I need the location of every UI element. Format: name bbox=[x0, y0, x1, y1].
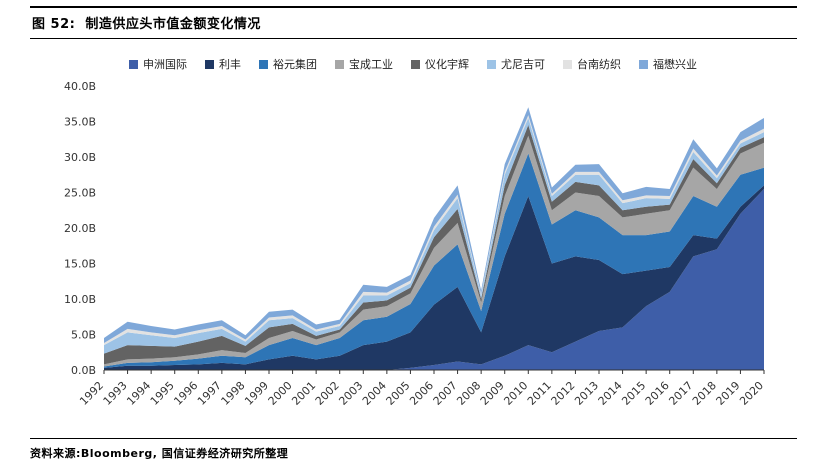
x-axis-tick-label: 1999 bbox=[242, 379, 271, 408]
legend-item: 台南纺织 bbox=[563, 56, 621, 72]
figure-header: 图 52: 制造供应头市值金额变化情况 bbox=[30, 6, 797, 39]
area-series-尤尼吉可 bbox=[104, 117, 764, 354]
x-axis-tick-label: 2000 bbox=[266, 379, 295, 408]
y-axis-tick-label: 25.0B bbox=[64, 187, 96, 200]
x-axis-tick-label: 2003 bbox=[336, 379, 365, 408]
legend-label: 福懋兴业 bbox=[653, 58, 697, 71]
x-axis-tick-label: 2011 bbox=[525, 379, 554, 408]
area-series-宝成工业 bbox=[104, 135, 764, 367]
x-axis-tick-label: 1993 bbox=[101, 379, 130, 408]
area-series-福懋兴业 bbox=[104, 107, 764, 344]
x-axis-tick-label: 2001 bbox=[289, 379, 318, 408]
x-axis-tick-label: 2007 bbox=[431, 379, 460, 408]
chart-legend: 申洲国际 利丰 裕元集团 宝成工业 仪化宇辉 尤尼吉可 台南纺织 福懋兴业 bbox=[38, 56, 788, 72]
figure-label: 图 52: bbox=[32, 17, 76, 32]
figure-footer: 资料来源:Bloomberg, 国信证券经济研究所整理 bbox=[30, 438, 797, 461]
legend-swatch bbox=[129, 59, 138, 69]
x-axis-tick-label: 1992 bbox=[77, 379, 106, 408]
x-axis-tick-label: 1995 bbox=[148, 379, 177, 408]
x-axis-tick-label: 1997 bbox=[195, 379, 224, 408]
x-axis-tick-label: 1994 bbox=[124, 379, 153, 408]
y-axis-tick-label: 35.0B bbox=[64, 116, 96, 129]
x-axis-tick-label: 2020 bbox=[737, 379, 766, 408]
x-axis-tick-label: 2017 bbox=[666, 379, 695, 408]
x-axis-tick-label: 2004 bbox=[360, 379, 389, 408]
x-axis-tick-label: 2005 bbox=[384, 379, 413, 408]
area-series-仪化宇辉 bbox=[104, 125, 764, 365]
area-series-利丰 bbox=[104, 185, 764, 370]
y-axis-tick-label: 10.0B bbox=[64, 293, 96, 306]
x-axis-tick-label: 1998 bbox=[219, 379, 248, 408]
legend-swatch bbox=[259, 59, 268, 69]
legend-label: 台南纺织 bbox=[577, 58, 621, 71]
legend-label: 宝成工业 bbox=[349, 58, 393, 71]
x-axis-tick-label: 2018 bbox=[690, 379, 719, 408]
x-axis-tick-label: 2012 bbox=[549, 379, 578, 408]
legend-label: 利丰 bbox=[219, 58, 241, 71]
legend-swatch bbox=[205, 59, 214, 69]
y-axis-tick-label: 15.0B bbox=[64, 258, 96, 271]
figure-title-row: 图 52: 制造供应头市值金额变化情况 bbox=[30, 8, 797, 38]
legend-item: 宝成工业 bbox=[335, 56, 393, 72]
legend-item: 福懋兴业 bbox=[639, 56, 697, 72]
legend-label: 仪化宇辉 bbox=[425, 58, 469, 71]
x-axis-tick-label: 2006 bbox=[407, 379, 436, 408]
legend-label: 申洲国际 bbox=[143, 58, 187, 71]
legend-item: 仪化宇辉 bbox=[411, 56, 469, 72]
y-axis-tick-label: 40.0B bbox=[64, 80, 96, 93]
x-axis-tick-label: 2008 bbox=[454, 379, 483, 408]
x-axis-tick-label: 2009 bbox=[478, 379, 507, 408]
y-axis-tick-label: 0.0B bbox=[71, 364, 96, 377]
legend-swatch bbox=[563, 59, 572, 69]
legend-item: 申洲国际 bbox=[129, 56, 187, 72]
x-axis-tick-label: 2019 bbox=[714, 379, 743, 408]
legend-swatch bbox=[639, 59, 648, 69]
figure-title: 制造供应头市值金额变化情况 bbox=[85, 17, 261, 32]
x-axis-tick-label: 1996 bbox=[171, 379, 200, 408]
legend-item: 利丰 bbox=[205, 56, 241, 72]
legend-label: 尤尼吉可 bbox=[501, 58, 545, 71]
area-series-台南纺织 bbox=[104, 115, 764, 346]
area-series-申洲国际 bbox=[104, 188, 764, 370]
legend-swatch bbox=[487, 59, 496, 69]
x-axis-tick-label: 2016 bbox=[643, 379, 672, 408]
chart: 申洲国际 利丰 裕元集团 宝成工业 仪化宇辉 尤尼吉可 台南纺织 福懋兴业 0.0B 5.0B 1… bbox=[38, 50, 798, 434]
legend-label: 裕元集团 bbox=[273, 58, 317, 71]
x-axis-tick-label: 2002 bbox=[313, 379, 342, 408]
legend-swatch bbox=[335, 59, 344, 69]
legend-item: 裕元集团 bbox=[259, 56, 317, 72]
x-axis-tick-label: 2010 bbox=[501, 379, 530, 408]
y-axis-tick-label: 5.0B bbox=[71, 329, 96, 342]
area-series-裕元集团 bbox=[104, 153, 764, 368]
x-axis-tick-label: 2013 bbox=[572, 379, 601, 408]
header-bottom-rule bbox=[30, 38, 797, 39]
legend-swatch bbox=[411, 59, 420, 69]
chart-svg: 0.0B 5.0B 10.0B 15.0B 20.0B 25.0B 30.0B 35.0B 40… bbox=[64, 80, 766, 408]
source-text: 资料来源:Bloomberg, 国信证券经济研究所整理 bbox=[30, 447, 289, 460]
y-axis-tick-label: 30.0B bbox=[64, 151, 96, 164]
footer-rule bbox=[30, 438, 797, 439]
x-axis-tick-label: 2014 bbox=[596, 379, 625, 408]
header-top-rule bbox=[30, 6, 797, 8]
legend-item: 尤尼吉可 bbox=[487, 56, 545, 72]
y-axis-tick-label: 20.0B bbox=[64, 222, 96, 235]
x-axis-tick-label: 2015 bbox=[619, 379, 648, 408]
